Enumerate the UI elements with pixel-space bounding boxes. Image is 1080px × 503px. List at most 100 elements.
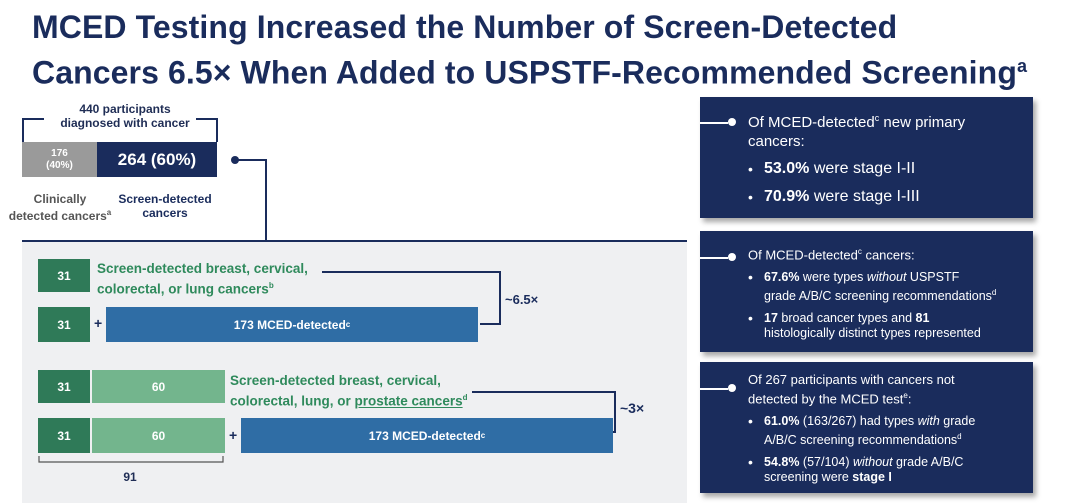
participants-bracket <box>22 118 218 142</box>
panel2-head-sup: c <box>857 247 862 256</box>
sum-bracket <box>38 456 224 463</box>
sum-label: 91 <box>123 470 137 484</box>
panel2-item-1-sup: d <box>991 288 997 298</box>
page-title: MCED Testing Increased the Number of Scr… <box>32 8 1027 93</box>
row3-sup: d <box>462 393 468 402</box>
panel2-item-1-a: were types <box>799 270 867 285</box>
screen-label-2: cancers <box>142 206 188 220</box>
panel1-item-1: • 53.0% were stage I-II <box>748 160 916 177</box>
participants-line-2: diagnosed with cancer <box>60 116 190 130</box>
clinical-label-2: detected cancersa <box>5 206 115 223</box>
panel3-dash <box>700 388 728 390</box>
row4-sup: c <box>480 431 486 440</box>
panel1-dash <box>700 122 728 124</box>
screen-label: Screen-detected cancers <box>105 192 225 220</box>
panel1-item-1-bold: 53.0% <box>764 160 810 177</box>
title-line-1: MCED Testing Increased the Number of Scr… <box>32 9 898 45</box>
title-line-2: Cancers 6.5× When Added to USPSTF-Recomm… <box>32 47 1027 93</box>
panel2-item-1-line2: grade A/B/C screening recommendations <box>764 289 992 304</box>
row3-label-1: Screen-detected breast, cervical, <box>230 373 441 388</box>
clinical-count: 176 <box>51 147 68 159</box>
panel3-list: • 61.0% (163/267) had types with grade A/B… <box>748 414 1028 485</box>
panel3-head-3: : <box>907 391 912 407</box>
panel3-item-1-b: grade <box>939 414 976 429</box>
panel2-item-2-bold2: 81 <box>915 311 930 326</box>
multiplier-3x: ~3× <box>620 400 645 416</box>
panel3-item-2-line2: screening were <box>764 470 853 485</box>
row4-mced-bar: 173 MCED-detected c <box>241 418 613 453</box>
clinical-label-1: Clinically <box>33 192 87 206</box>
connector-line <box>235 159 267 240</box>
panel3-item-1: • 61.0% (163/267) had types with grade A/B… <box>748 413 976 448</box>
row4-screen-bar: 31 <box>38 418 90 453</box>
panel3-item-1-a: (163/267) had types <box>799 414 918 429</box>
row1-sup: b <box>268 281 274 290</box>
row3-label-2: colorectal, lung, or prostate cancersd <box>230 389 467 410</box>
row3-label-2a: colorectal, lung, or <box>230 393 355 409</box>
panel1-head: Of MCED-detectedc new primary cancers: <box>748 109 1018 151</box>
row2-mced-text: 173 MCED-detected <box>233 317 346 332</box>
clinical-bar: 176 (40%) <box>22 142 97 177</box>
panel3-item-2-bold2: stage I <box>852 470 892 485</box>
panel2-item-2-line2: histologically distinct types represente… <box>764 326 981 341</box>
panel3-head-1: Of 267 participants with cancers not <box>748 372 955 387</box>
panel2-head: Of MCED-detectedc cancers: <box>748 244 1028 263</box>
panel1-head-3: cancers: <box>748 133 805 150</box>
clinical-sup: a <box>106 208 112 217</box>
panel1-head-2: new primary <box>879 114 966 131</box>
row4-plus: + <box>229 427 238 443</box>
participants-label: 440 participants diagnosed with cancer <box>40 102 210 130</box>
panel2-head-1: Of MCED-detected <box>748 247 858 263</box>
panel1-item-2: • 70.9% were stage I-III <box>748 188 920 205</box>
panel3-item-2: • 54.8% (57/104) without grade A/B/C scree… <box>748 454 964 485</box>
panel3-item-2-italic: without <box>852 455 893 470</box>
title-line-2-text: Cancers 6.5× When Added to USPSTF-Recomm… <box>32 54 1017 91</box>
panel1-content: Of MCED-detectedc new primary cancers: •… <box>748 109 1018 207</box>
panel3-head-sup: e <box>903 391 908 400</box>
panel2-dot <box>728 253 736 261</box>
panel1-head-sup: c <box>874 113 880 123</box>
title-sup: a <box>1016 56 1028 76</box>
panel2-content: Of MCED-detectedc cancers: • 67.6% were t… <box>748 244 1028 341</box>
panel1-head-1: Of MCED-detected <box>748 114 875 131</box>
panel1-item-1-rest: were stage I-II <box>809 160 916 177</box>
panel1-item-2-rest: were stage I-III <box>809 188 920 205</box>
panel1-item-2-bold: 70.9% <box>764 188 810 205</box>
panel1-dot <box>728 118 736 126</box>
panel2-item-1-bold: 67.6% <box>764 270 800 285</box>
row2-plus: + <box>94 315 103 331</box>
row1-label-2: colorectal, or lung cancersb <box>97 277 308 298</box>
panel3-item-1-line2: A/B/C screening recommendations <box>764 433 958 448</box>
panel-undetected: Of 267 participants with cancers not det… <box>700 362 1033 493</box>
row2-mced-bar: 173 MCED-detected c <box>106 307 478 342</box>
participants-line-1: 440 participants <box>79 102 171 116</box>
panel-types: Of MCED-detectedc cancers: • 67.6% were t… <box>700 231 1033 352</box>
panel3-item-2-a: (57/104) <box>799 455 853 470</box>
row1-label-1: Screen-detected breast, cervical, <box>97 261 308 276</box>
row4-mced-text: 173 MCED-detected <box>368 428 481 443</box>
multiplier-6-5x: ~6.5× <box>505 292 539 307</box>
panel3-item-1-italic: with <box>917 414 940 429</box>
panel2-item-1: • 67.6% were types without USPSTF grade A/… <box>748 269 997 304</box>
panel3-dot <box>728 384 736 392</box>
clinical-pct: (40%) <box>46 159 73 171</box>
panel2-item-2-a: broad cancer types and <box>777 311 916 326</box>
panel2-item-1-b: USPSTF <box>906 270 960 285</box>
screen-label-1: Screen-detected <box>118 192 212 206</box>
row2-screen-bar: 31 <box>38 307 90 342</box>
panel3-item-1-bold: 61.0% <box>764 414 800 429</box>
panel2-dash <box>700 257 728 259</box>
row3-label: Screen-detected breast, cervical, colore… <box>230 372 467 410</box>
row3-prostate-bar: 60 <box>92 370 225 403</box>
clinical-label-2-text: detected cancers <box>8 209 107 223</box>
panel-stage: Of MCED-detectedc new primary cancers: •… <box>700 97 1033 218</box>
panel3-item-2-b: grade A/B/C <box>892 455 964 470</box>
screen-bar: 264 (60%) <box>97 142 217 177</box>
panel3-head: Of 267 participants with cancers not det… <box>748 372 1028 407</box>
panel1-list: • 53.0% were stage I-II • 70.9% were stage… <box>748 159 1018 207</box>
row3-screen-bar: 31 <box>38 370 90 403</box>
row1-label-2-text: colorectal, or lung cancers <box>97 281 269 297</box>
panel3-item-2-bold: 54.8% <box>764 455 800 470</box>
clinical-label: Clinically detected cancersa <box>5 192 115 223</box>
panel2-item-1-italic: without <box>866 270 907 285</box>
